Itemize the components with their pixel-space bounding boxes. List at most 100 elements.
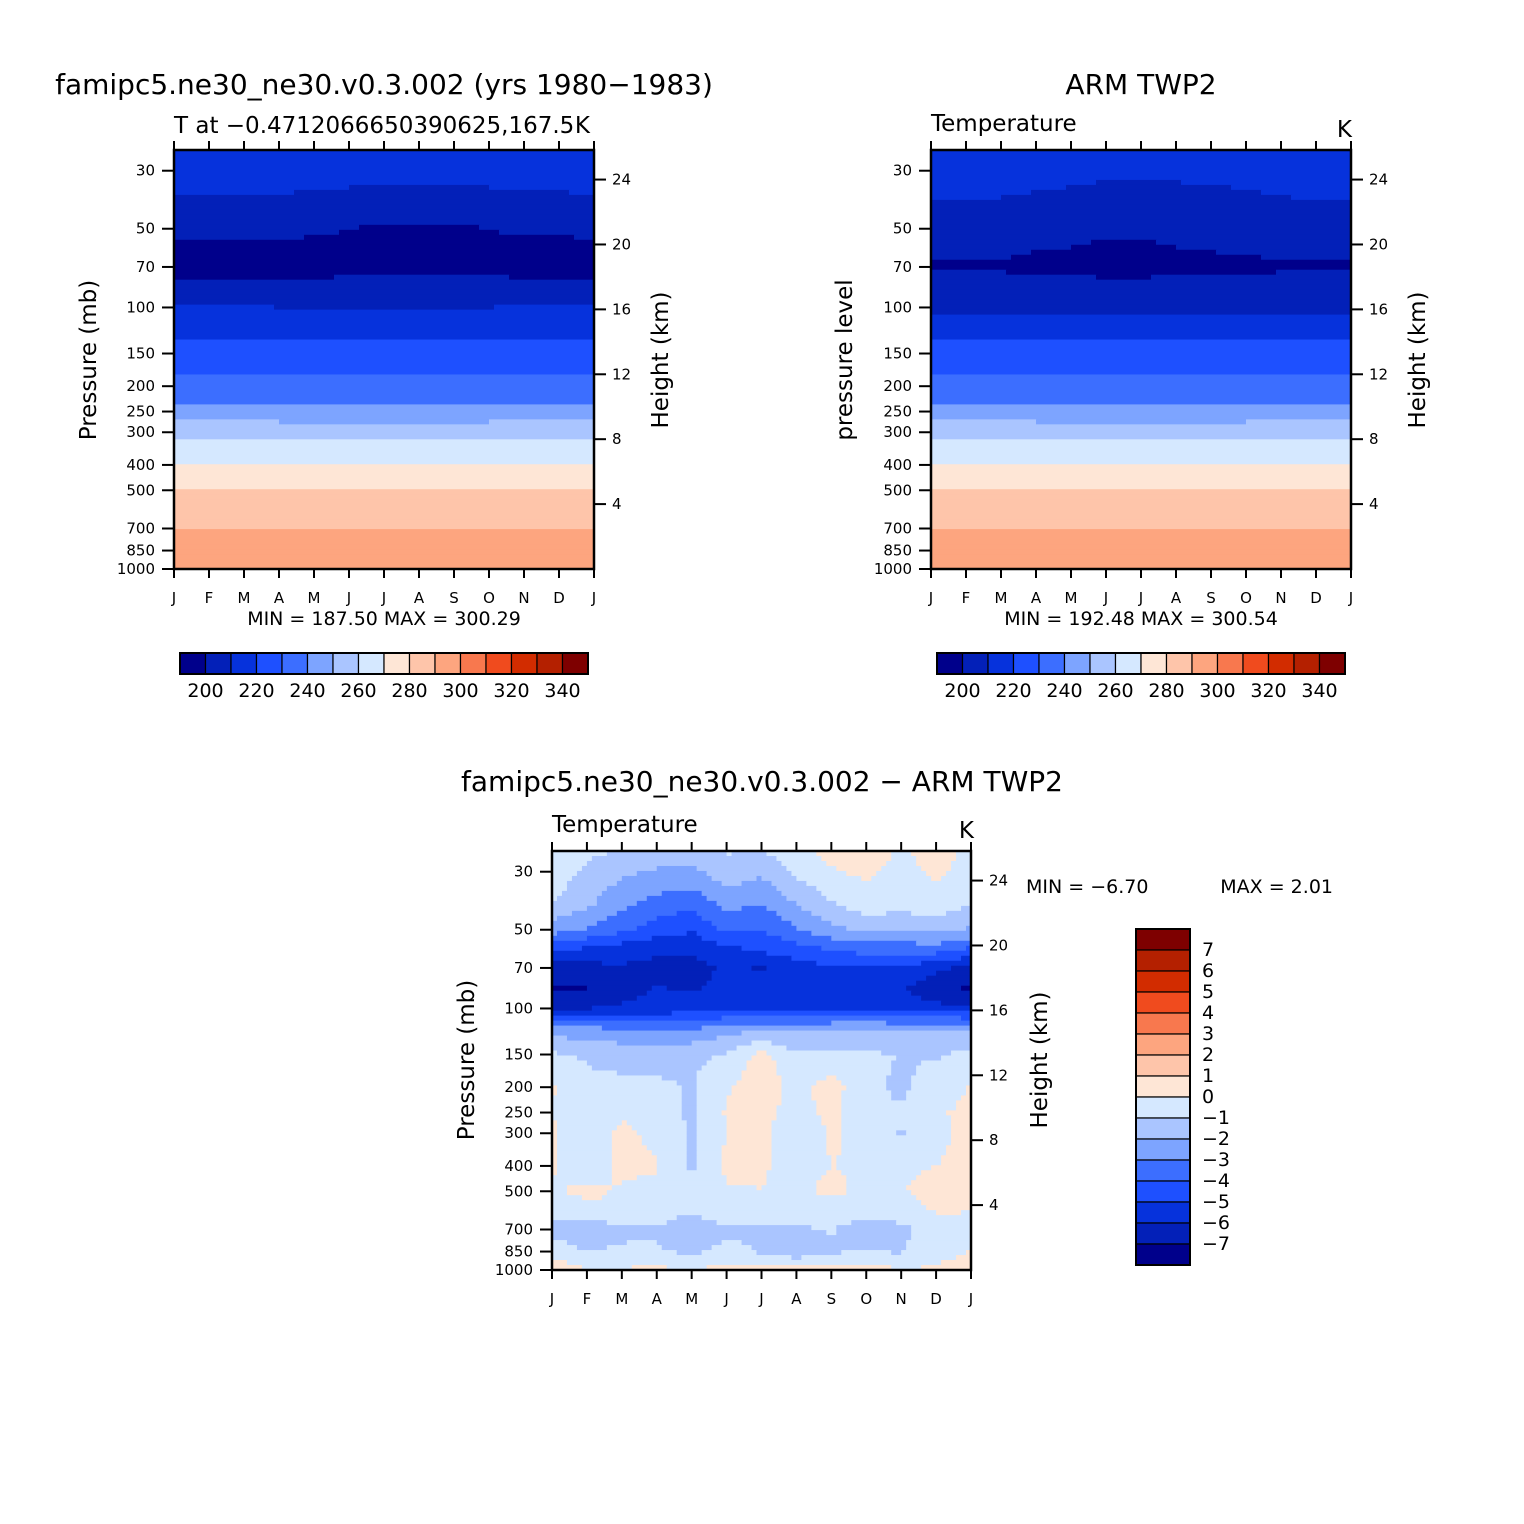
contour-cell [561,890,603,897]
contour-cell [636,1175,728,1181]
contour-cell [294,189,570,196]
contour-cell [489,184,594,191]
contour-cell [556,1140,613,1146]
contour-cell [174,364,594,371]
contour-cell [552,1120,558,1126]
contour-cell [1006,269,1277,276]
contour-cell [611,1180,623,1186]
contour-cell [552,935,588,942]
contour-cell [174,309,594,316]
contour-cell [926,975,971,982]
x-tick-label: A [791,1290,802,1308]
contour-cell [696,865,788,872]
contour-cell [174,254,594,261]
colorbar-label: 240 [289,680,325,702]
colorbar-swatch [1140,652,1168,675]
contour-cell [911,1225,971,1231]
y2-tick-label: 4 [989,1196,999,1214]
contour-cell [552,1260,568,1266]
y-tick-label: 150 [126,345,155,363]
contour-cell [556,1155,613,1161]
panel-diff-title: famipc5.ne30_ne30.v0.3.002 − ARM TWP2 [461,765,1063,798]
contour-cell [771,1055,897,1062]
contour-cell [681,1105,698,1111]
contour-cell [174,374,594,381]
contour-cell [556,1150,613,1156]
contour-cell [552,1050,558,1057]
contour-cell [174,539,594,545]
contour-cell [701,1250,758,1256]
contour-cell [911,851,957,857]
colorbar-swatch [255,652,283,675]
contour-cell [931,399,1351,405]
contour-cell [552,1215,678,1221]
contour-cell [806,880,971,887]
x-tick-label: D [553,589,565,607]
colorbar-swatch [1012,652,1040,675]
contour-cell [636,925,718,932]
contour-cell [826,1145,842,1151]
contour-cell [826,1140,842,1146]
contour-cell [921,1200,971,1206]
contour-cell [656,1170,723,1176]
contour-cell [896,1220,971,1226]
contour-cell [611,1135,643,1141]
contour-cell [552,1195,583,1201]
y-tick-label: 150 [504,1046,533,1064]
contour-cell [921,960,971,967]
x-tick-label: A [274,589,285,607]
contour-cell [846,1190,912,1196]
contour-cell [941,875,971,882]
contour-cell [826,1125,842,1131]
contour-cell [941,1160,971,1166]
contour-cell [811,1085,847,1092]
contour-cell [1031,249,1217,256]
contour-cell [931,875,942,882]
colorbar-swatch [1242,652,1270,675]
contour-cell [776,1110,817,1116]
colorbar-swatch [1135,1012,1191,1035]
contour-cell [552,945,583,952]
contour-cell [556,1170,613,1176]
contour-cell [716,900,798,907]
contour-cell [574,234,594,241]
contour-cell [601,1195,917,1201]
contour-cell [726,1050,758,1057]
y2-tick-label: 12 [612,365,631,383]
contour-cell [552,1150,558,1156]
x-tick-label: J [381,589,386,607]
contour-cell [816,885,971,892]
contour-cell [716,925,798,932]
panel-obs-title: ARM TWP2 [1065,68,1216,101]
contour-cell [841,1095,892,1102]
colorbar-swatch [1135,1138,1191,1161]
contour-cell [826,1230,837,1236]
contour-cell [891,855,917,862]
contour-cell [861,875,872,882]
contour-cell [921,995,971,1002]
contour-cell [841,1130,897,1136]
contour-cell [896,1055,942,1062]
contour-cell [174,484,594,490]
contour-cell [676,910,698,917]
contour-cell [686,1155,698,1161]
contour-cell [911,1235,971,1241]
contour-cell [931,294,1351,301]
contour-cell [841,1125,952,1131]
y-tick-label: 150 [883,345,912,363]
contour-cell [836,1155,942,1161]
panel-model-units: K [575,113,591,139]
y-tick-label: 1000 [117,560,155,578]
colorbar-swatch [1114,652,1142,675]
contour-cell [686,1120,698,1126]
contour-cell [174,509,594,515]
contour-cell [891,1060,922,1067]
contour-cell [552,905,588,912]
contour-cell [552,1210,937,1216]
panel-diff: famipc5.ne30_ne30.v0.3.002 − ARM TWP2 Te… [454,765,1333,1308]
contour-cell [656,915,703,922]
y-tick-label: 300 [504,1124,533,1142]
contour-cell [552,955,653,962]
contour-cell [931,529,1351,535]
contour-cell [726,1180,768,1186]
